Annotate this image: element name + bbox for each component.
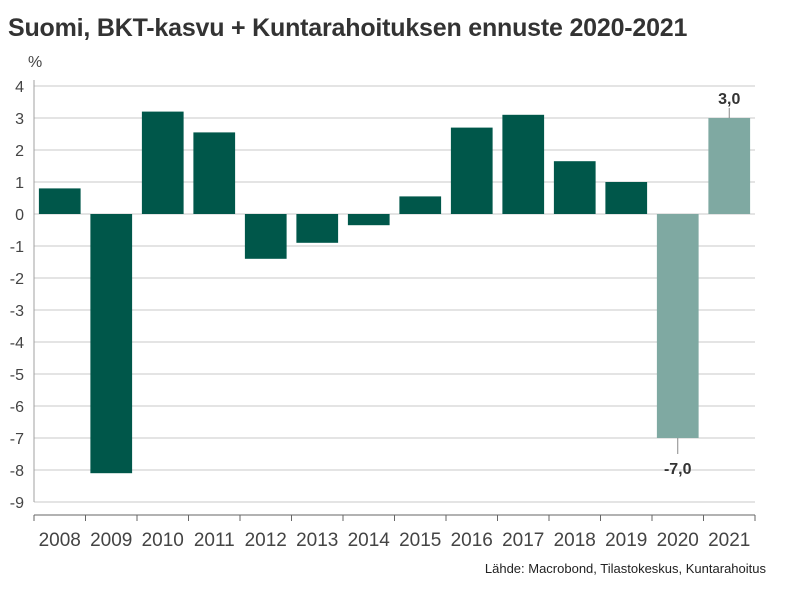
x-tick-label: 2009 xyxy=(90,530,132,551)
x-tick-label: 2018 xyxy=(554,530,596,551)
data-label: 3,0 xyxy=(718,91,740,108)
y-tick-label: 1 xyxy=(15,175,24,192)
y-tick-label: -2 xyxy=(10,271,24,288)
bar-2019 xyxy=(605,182,648,214)
axes xyxy=(33,80,756,521)
x-tick-label: 2014 xyxy=(348,530,391,551)
x-tick-label: 2019 xyxy=(605,530,647,551)
data-label: -7,0 xyxy=(664,461,692,478)
bar-2010 xyxy=(141,111,184,214)
y-tick-label: 0 xyxy=(15,207,24,224)
bar-2020 xyxy=(656,214,699,438)
y-tick-label: -4 xyxy=(10,335,24,352)
y-tick-label: -8 xyxy=(10,463,24,480)
bar-2013 xyxy=(296,214,339,243)
x-tick-label: 2016 xyxy=(451,530,493,551)
y-tick-label: -1 xyxy=(10,239,24,256)
chart-title: Suomi, BKT-kasvu + Kuntarahoituksen ennu… xyxy=(8,14,688,42)
x-tick-label: 2015 xyxy=(399,530,441,551)
bar-2021 xyxy=(708,118,751,214)
bar-2014 xyxy=(347,214,390,226)
y-tick-label: 3 xyxy=(15,111,24,128)
bar-2012 xyxy=(244,214,287,259)
y-tick-label: 2 xyxy=(15,143,24,160)
bar-2009 xyxy=(90,214,133,474)
x-tick-label: 2010 xyxy=(142,530,184,551)
x-tick-label: 2013 xyxy=(296,530,338,551)
x-tick-label: 2021 xyxy=(708,530,750,551)
y-tick-label: -3 xyxy=(10,303,24,320)
y-tick-label: -5 xyxy=(10,367,24,384)
y-tick-label: -6 xyxy=(10,399,24,416)
y-tick-label: -7 xyxy=(10,431,24,448)
bars xyxy=(38,111,751,474)
bar-2008 xyxy=(38,188,81,214)
bar-2011 xyxy=(193,132,236,214)
bar-2015 xyxy=(399,196,442,214)
tick-labels: 4 3 2 1 0 -1 -2 -3 -4 -5 -6 -7 -8 -9 2008 2009 2010 2011 2… xyxy=(10,79,751,551)
x-tick-label: 2008 xyxy=(39,530,81,551)
bar-2017 xyxy=(502,114,545,214)
bar-2018 xyxy=(553,161,596,214)
x-tick-label: 2017 xyxy=(502,530,544,551)
source-note: Lähde: Macrobond, Tilastokeskus, Kuntara… xyxy=(484,561,766,576)
y-axis-unit: % xyxy=(28,54,42,71)
x-tick-label: 2011 xyxy=(194,530,235,551)
x-tick-label: 2012 xyxy=(245,530,287,551)
y-tick-label: 4 xyxy=(15,79,24,96)
bar-2016 xyxy=(450,127,493,214)
y-tick-label: -9 xyxy=(10,495,24,512)
x-tick-label: 2020 xyxy=(657,530,699,551)
